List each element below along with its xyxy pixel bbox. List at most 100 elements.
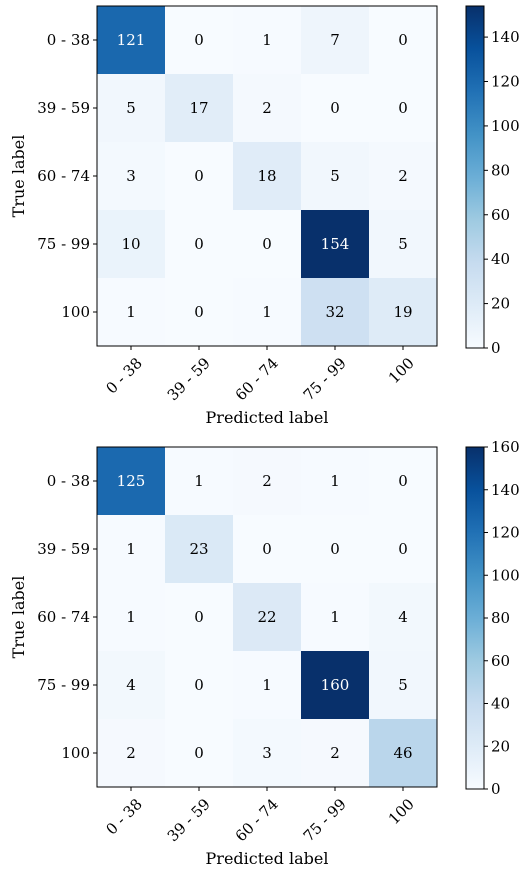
x-tick-label: 39 - 59 <box>164 795 214 845</box>
matrix-cell <box>233 6 302 75</box>
cell-value-label: 121 <box>117 31 146 49</box>
x-tick-label: 0 - 38 <box>103 354 146 397</box>
matrix-cell <box>233 583 302 652</box>
colorbar <box>465 5 485 349</box>
cell-value-label: 1 <box>194 472 204 490</box>
matrix-cell <box>301 515 370 584</box>
cell-value-label: 5 <box>398 676 408 694</box>
x-tick-label: 60 - 74 <box>232 795 282 845</box>
matrix-cell <box>369 210 438 279</box>
y-tick-label: 75 - 99 <box>37 676 90 694</box>
cell-value-label: 3 <box>126 167 136 185</box>
colorbar-tick-label: 20 <box>491 295 510 313</box>
cell-value-label: 0 <box>194 303 204 321</box>
matrix-cell <box>97 6 166 75</box>
colorbar-tick-label: 80 <box>491 609 510 627</box>
matrix-cell <box>369 583 438 652</box>
matrix-cell <box>97 210 166 279</box>
cell-value-label: 0 <box>262 540 272 558</box>
matrix-cell <box>97 278 166 347</box>
confusion-matrix-1: 121 0 1 7 05 17 2 0 03 0 18 5 210 0 0 154 51 0 1 32 190 - 38… <box>9 5 520 427</box>
matrix-cell <box>369 515 438 584</box>
cell-value-label: 1 <box>330 472 340 490</box>
colorbar-tick-label: 100 <box>491 117 520 135</box>
cell-value-label: 10 <box>121 235 140 253</box>
cell-value-label: 0 <box>194 608 204 626</box>
matrix-cell <box>165 515 234 584</box>
cell-value-label: 4 <box>398 608 408 626</box>
cell-value-label: 2 <box>262 472 272 490</box>
matrix-cell <box>233 651 302 720</box>
cell-value-label: 0 <box>262 235 272 253</box>
cell-value-label: 160 <box>321 676 350 694</box>
matrix-cell <box>301 278 370 347</box>
matrix-cell <box>233 210 302 279</box>
cell-value-label: 4 <box>126 676 136 694</box>
cell-value-label: 18 <box>257 167 276 185</box>
cell-value-label: 0 <box>398 472 408 490</box>
cell-value-label: 1 <box>330 608 340 626</box>
matrix-cell <box>97 719 166 788</box>
matrix-cell <box>165 583 234 652</box>
cell-value-label: 0 <box>398 540 408 558</box>
colorbar-tick-label: 140 <box>491 28 520 46</box>
x-tick-label: 75 - 99 <box>300 795 350 845</box>
colorbar-tick-label: 0 <box>491 780 501 798</box>
cell-value-label: 1 <box>126 303 136 321</box>
y-tick-label: 0 - 38 <box>47 472 90 490</box>
cell-value-label: 125 <box>117 472 146 490</box>
cell-value-label: 46 <box>393 744 412 762</box>
colorbar-tick-label: 100 <box>491 566 520 584</box>
colorbar-tick-label: 120 <box>491 524 520 542</box>
matrix-cell <box>97 447 166 516</box>
y-tick-label: 0 - 38 <box>47 31 90 49</box>
colorbar-tick-label: 0 <box>491 339 501 357</box>
matrix-cell <box>165 210 234 279</box>
cell-value-label: 0 <box>194 167 204 185</box>
matrix-cell <box>369 74 438 143</box>
matrix-cell <box>97 142 166 211</box>
y-tick-label: 100 <box>61 744 90 762</box>
x-tick-label: 39 - 59 <box>164 354 214 404</box>
cell-value-label: 22 <box>257 608 276 626</box>
cell-value-label: 0 <box>398 99 408 117</box>
y-tick-label: 60 - 74 <box>37 167 90 185</box>
y-axis-label: True label <box>9 576 28 659</box>
cell-value-label: 0 <box>330 99 340 117</box>
cell-value-label: 0 <box>398 31 408 49</box>
matrix-cell <box>301 447 370 516</box>
matrix-cell <box>165 6 234 75</box>
matrix-cell <box>301 210 370 279</box>
matrix-cell <box>233 447 302 516</box>
colorbar-tick-label: 60 <box>491 652 510 670</box>
y-tick-label: 39 - 59 <box>37 99 90 117</box>
matrix-cell <box>97 583 166 652</box>
matrix-cell <box>301 6 370 75</box>
colorbar-tick-label: 60 <box>491 206 510 224</box>
cell-value-label: 0 <box>194 31 204 49</box>
y-tick-label: 60 - 74 <box>37 608 90 626</box>
colorbar-tick-label: 140 <box>491 481 520 499</box>
matrix-cell <box>369 6 438 75</box>
matrix-cell <box>233 142 302 211</box>
y-tick-label: 39 - 59 <box>37 540 90 558</box>
cell-value-label: 7 <box>330 31 340 49</box>
cell-value-label: 0 <box>194 676 204 694</box>
matrix-cell <box>97 651 166 720</box>
cell-value-label: 1 <box>262 303 272 321</box>
x-tick-label: 100 <box>385 795 418 828</box>
colorbar-tick-label: 40 <box>491 250 510 268</box>
confusion-matrix-2: 125 1 2 1 01 23 0 0 01 0 22 1 44 0 1 160 52 0 3 2 460 - 3839… <box>9 438 520 868</box>
cell-value-label: 5 <box>126 99 136 117</box>
matrix-cell <box>165 651 234 720</box>
x-tick-label: 0 - 38 <box>103 795 146 838</box>
colorbar-tick-label: 40 <box>491 695 510 713</box>
cell-value-label: 5 <box>398 235 408 253</box>
colorbar-tick-label: 160 <box>491 438 520 456</box>
x-tick-label: 100 <box>385 354 418 387</box>
cell-value-label: 0 <box>330 540 340 558</box>
cell-value-label: 2 <box>398 167 408 185</box>
cell-value-label: 23 <box>189 540 208 558</box>
colorbar <box>465 446 485 790</box>
